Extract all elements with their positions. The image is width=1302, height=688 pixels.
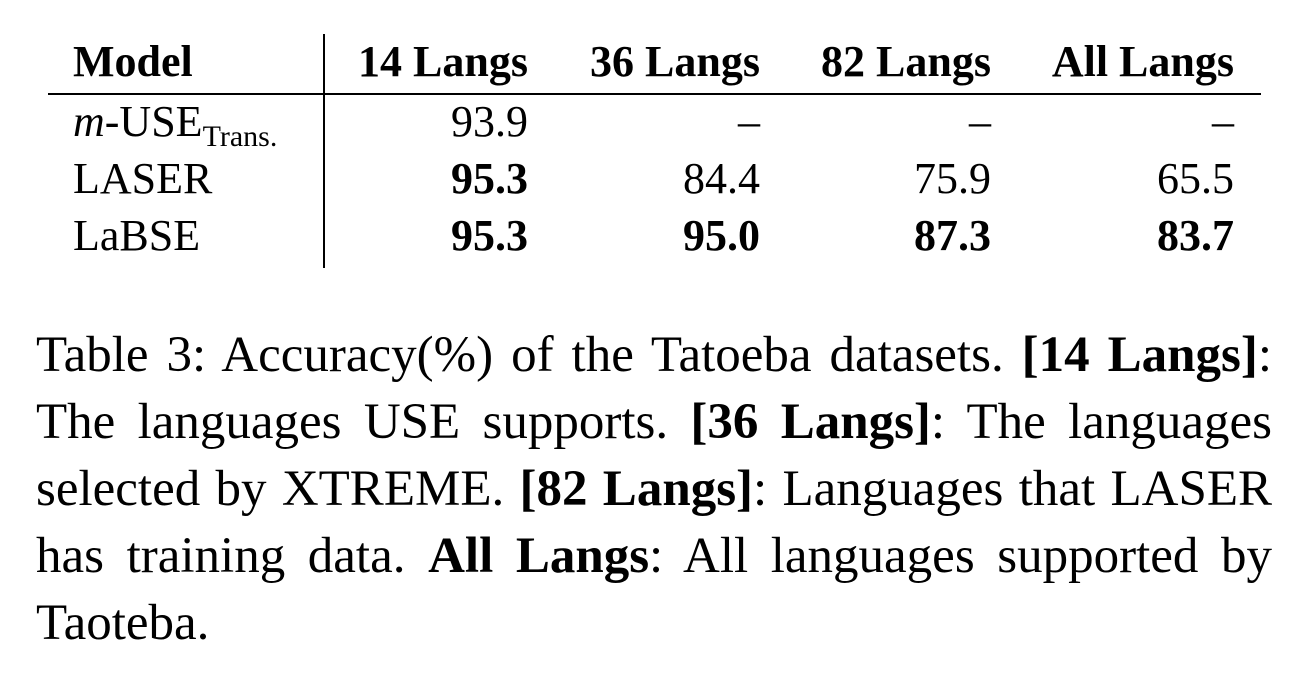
cell-labse-14: 95.3: [451, 211, 528, 260]
results-table: Model 14 Langs 36 Langs 82 Langs All Lan…: [0, 0, 1302, 270]
cell-labse-36: 95.0: [683, 211, 760, 260]
cell-muse-14: 93.9: [451, 97, 528, 146]
caption-bold-82-langs: [82 Langs]: [519, 461, 754, 517]
caption-text-1: Table 3: Accuracy(%) of the Tatoeba data…: [36, 327, 1022, 383]
cell-labse-all: 83.7: [1157, 211, 1234, 260]
cell-labse-82: 87.3: [914, 211, 991, 260]
model-main: -USE: [104, 97, 203, 146]
cell-muse-36: –: [738, 97, 760, 146]
header-36-langs: 36 Langs: [590, 37, 760, 86]
caption-bold-all-langs: All Langs: [428, 528, 650, 584]
cell-muse-82: –: [969, 97, 991, 146]
caption-text-3: : The languages selected by XTREME.: [36, 394, 1273, 517]
header-all-langs: All Langs: [1051, 37, 1234, 86]
table-caption: Table 3: Accuracy(%) of the Tatoeba data…: [36, 322, 1272, 657]
model-italic-prefix: m: [73, 97, 105, 146]
header-82-langs: 82 Langs: [821, 37, 991, 86]
caption-text-4: : Languages that LASER has training data…: [36, 461, 1272, 584]
caption-text-2: : The languages USE supports.: [36, 327, 1272, 450]
caption-bold-14-langs: [14 Langs]: [1021, 327, 1258, 383]
cell-laser-14: 95.3: [451, 154, 528, 203]
column-separator: [323, 34, 325, 268]
row-model-labse: LaBSE: [73, 211, 201, 260]
header-rule: [48, 93, 1261, 95]
model-subscript: Trans.: [202, 120, 278, 153]
cell-laser-36: 84.4: [683, 154, 760, 203]
header-model: Model: [73, 37, 193, 86]
row-model-laser: LASER: [73, 154, 213, 203]
row-model-muse: m-USETrans.: [73, 96, 277, 153]
cell-laser-all: 65.5: [1157, 154, 1234, 203]
caption-bold-36-langs: [36 Langs]: [690, 394, 931, 450]
cell-muse-all: –: [1212, 97, 1234, 146]
caption-text-5: : All languages supported by Taoteba.: [36, 528, 1272, 651]
header-14-langs: 14 Langs: [358, 37, 528, 86]
cell-laser-82: 75.9: [914, 154, 991, 203]
